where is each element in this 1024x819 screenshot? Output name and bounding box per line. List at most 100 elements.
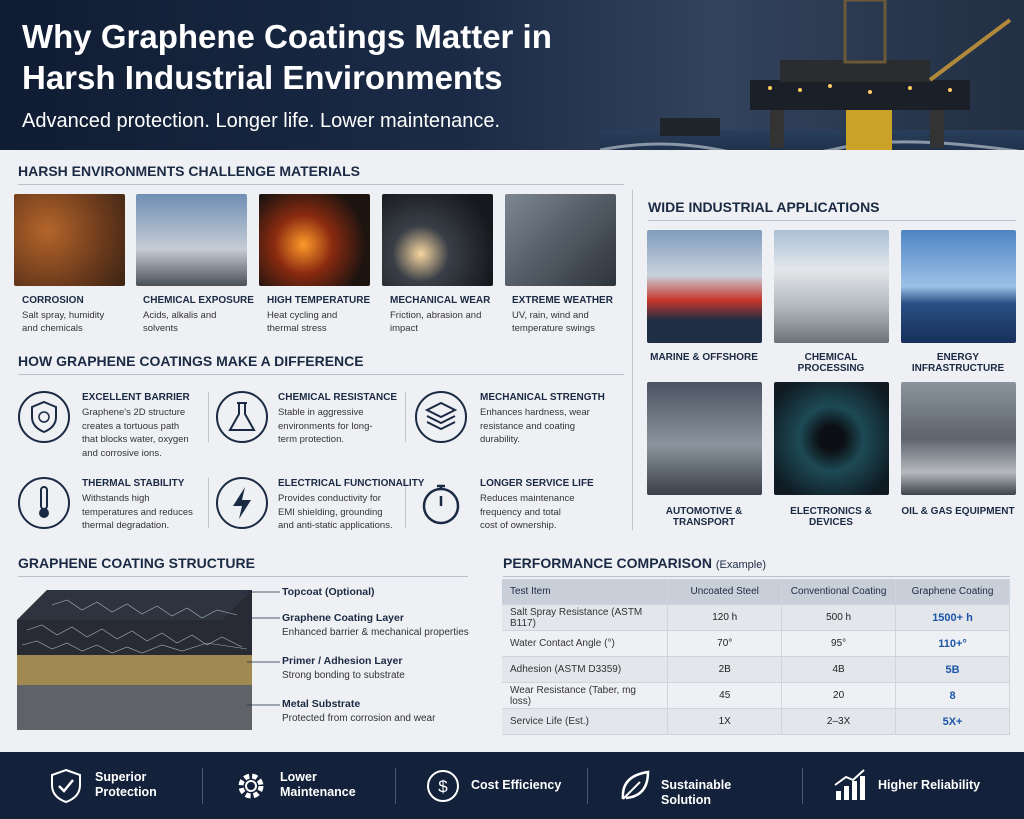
shield-icon [18,391,70,443]
rule [503,576,1010,577]
application-label: OIL & GAS EQUIPMENT [901,506,1015,517]
coating-structure-illustration [17,590,280,730]
furnace-image [259,194,370,286]
dollar-icon: $ [427,770,459,802]
lightning-icon [216,477,268,529]
column-header: Conventional Coating [781,579,897,605]
benefit-title: ELECTRICAL FUNCTIONALITY [278,478,425,489]
application-label: CHEMICAL PROCESSING [797,352,865,374]
tanks-image [774,230,889,343]
layers-icon [415,391,467,443]
challenge-description: Friction, abrasion and impact [390,310,482,334]
section-heading: HARSH ENVIRONMENTS CHALLENGE MATERIALS [18,163,360,179]
footer-item: Lower Maintenance [280,770,356,799]
table-cell: Wear Resistance (Taber, mg loss) [502,682,669,709]
heading-note: (Example) [715,559,766,571]
shield-check-icon [51,768,81,804]
challenge-title: MECHANICAL WEAR [390,295,491,306]
table-cell: 120 h [667,604,783,631]
timer-icon [422,484,460,525]
application-label: AUTOMOTIVE & TRANSPORT [665,506,743,528]
divider [587,768,588,804]
flask-icon [216,391,268,443]
chip-image [774,382,889,495]
layer-name: Graphene Coating Layer [282,612,404,624]
divider [405,392,406,442]
divider [202,768,203,804]
challenge-title: HIGH TEMPERATURE [267,295,371,306]
challenge-title: EXTREME WEATHER [512,295,613,306]
divider [208,478,209,528]
layer-name: Topcoat (Optional) [282,586,375,598]
comparison-table: Test Item Uncoated Steel Conventional Coat… [502,579,1010,735]
benefit-description: Withstands high temperatures and reduces… [82,493,193,531]
table-row: Adhesion (ASTM D3359) 2B 4B 5B [502,656,1010,683]
column-header: Uncoated Steel [667,579,783,605]
table-header: Test Item Uncoated Steel Conventional Coat… [502,579,1010,605]
table-cell: Salt Spray Resistance (ASTM B117) [502,604,669,631]
layer-description: Enhanced barrier & mechanical properties [282,627,469,638]
ship-image [647,230,762,343]
table-row: Service Life (Est.) 1X 2–3X 5X+ [502,708,1010,735]
challenge-description: UV, rain, wind and temperature swings [512,310,595,334]
table-cell: 4B [781,656,897,683]
benefit-title: CHEMICAL RESISTANCE [278,392,398,403]
challenge-description: Salt spray, humidity and chemicals [22,310,105,334]
table-cell: Adhesion (ASTM D3359) [502,656,669,683]
header: Why Graphene Coatings Matter in Harsh In… [0,0,1024,150]
layer-description: Protected from corrosion and wear [282,713,436,724]
table-row: Wear Resistance (Taber, mg loss) 45 20 8 [502,682,1010,709]
footer: $ Superior Protection Lower Maintenance Co… [0,752,1024,819]
benefit-description: Enhances hardness, wear resistance and c… [480,407,590,445]
svg-text:$: $ [438,777,448,796]
table-cell: 45 [667,682,783,709]
divider [802,768,803,804]
pipes-image [901,382,1016,495]
table-cell: 1X [667,708,783,735]
benefit-description: Provides conductivity for EMI shielding,… [278,493,393,531]
layer-name: Metal Substrate [282,698,361,710]
footer-item: Cost Efficiency [471,778,562,792]
chart-icon [834,769,865,800]
comparison-heading: PERFORMANCE COMPARISON (Example) [503,555,766,571]
benefit-title: LONGER SERVICE LIFE [480,478,594,489]
application-label: ELECTRONICS & DEVICES [790,506,872,528]
gear-icon [238,773,264,799]
divider [632,190,633,530]
table-cell: 20 [781,682,897,709]
benefit-description: Graphene's 2D structure creates a tortuo… [82,407,189,459]
benefit-description: Stable in aggressive environments for lo… [278,407,373,445]
application-label: ENERGY INFRASTRUCTURE [911,352,1005,374]
table-cell: 1500+ h [895,604,1010,631]
challenge-title: CHEMICAL EXPOSURE [143,295,254,306]
table-cell: 2–3X [781,708,897,735]
layer-description: Strong bonding to substrate [282,670,405,681]
table-cell: 95° [781,630,897,657]
table-cell: 110+° [895,630,1010,657]
machining-image [382,194,493,286]
footer-item: Superior Protection [95,770,157,799]
thermometer-icon [18,477,70,529]
layer-name: Primer / Adhesion Layer [282,655,403,667]
heading-text: PERFORMANCE COMPARISON [503,555,712,571]
table-cell: 2B [667,656,783,683]
benefit-title: THERMAL STABILITY [82,478,185,489]
rule [18,576,468,577]
divider [405,478,406,528]
corrosion-image [14,194,125,286]
benefit-description: Reduces maintenance frequency and total … [480,493,575,531]
divider [208,392,209,442]
offshore-rig-image [600,0,1024,150]
table-cell: Service Life (Est.) [502,708,669,735]
column-header: Test Item [502,579,669,605]
table-row: Salt Spray Resistance (ASTM B117) 120 h 50… [502,604,1010,631]
table-cell: 70° [667,630,783,657]
section-heading: WIDE INDUSTRIAL APPLICATIONS [648,199,880,215]
benefit-title: MECHANICAL STRENGTH [480,392,605,403]
chemical-plant-image [136,194,247,286]
solar-image [901,230,1016,343]
challenge-title: CORROSION [22,295,84,306]
table-cell: 5B [895,656,1010,683]
title: Why Graphene Coatings Matter in Harsh In… [22,18,552,96]
